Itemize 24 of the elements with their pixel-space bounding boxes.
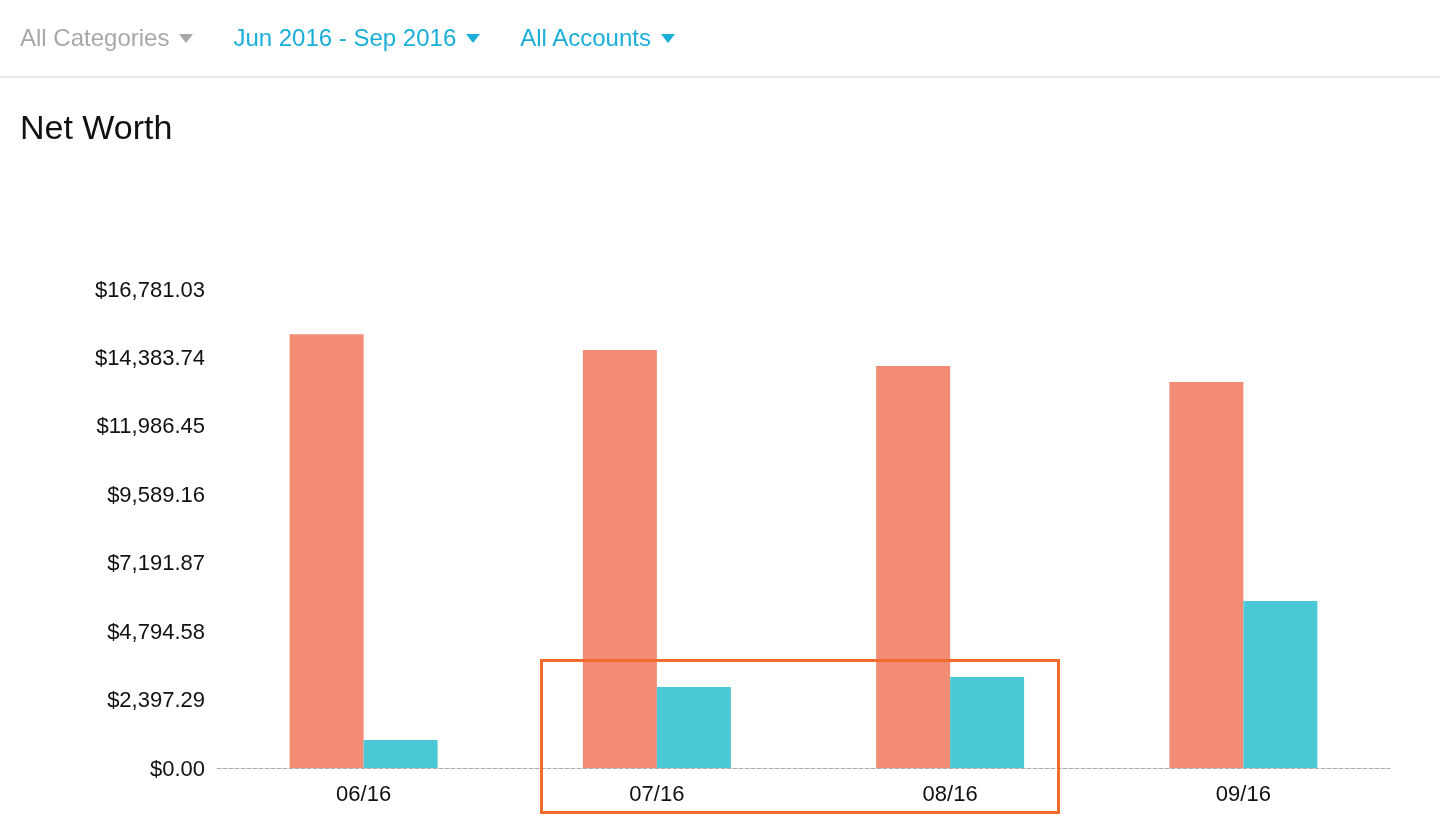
bar: [1243, 601, 1318, 768]
y-tick-label: $14,383.74: [94, 344, 205, 370]
y-tick-label: $16,781.03: [94, 276, 205, 302]
y-tick-label: $11,986.45: [96, 413, 205, 439]
text: Jun 2016 - Sep 2016: [233, 24, 457, 52]
bar: [582, 350, 657, 768]
bar: [950, 676, 1025, 768]
bar: [289, 334, 364, 768]
bar: [656, 686, 731, 768]
x-tick-label: 08/16: [922, 780, 978, 806]
x-tick-label: 06/16: [336, 780, 392, 806]
x-tick-label: 09/16: [1215, 780, 1271, 806]
y-tick-label: $9,589.16: [107, 481, 205, 507]
y-tick-label: $7,191.87: [107, 550, 205, 576]
bar: [363, 740, 438, 768]
y-tick-label: $0.00: [149, 755, 205, 781]
chart-title: Net Worth: [20, 108, 173, 147]
text: All Categories: [20, 24, 170, 52]
bar: [1169, 382, 1244, 768]
text: All Accounts: [520, 24, 651, 52]
y-tick-label: $4,794.58: [107, 618, 205, 644]
y-tick-label: $2,397.29: [107, 687, 205, 713]
x-tick-label: 07/16: [629, 780, 685, 806]
bar: [876, 366, 951, 768]
